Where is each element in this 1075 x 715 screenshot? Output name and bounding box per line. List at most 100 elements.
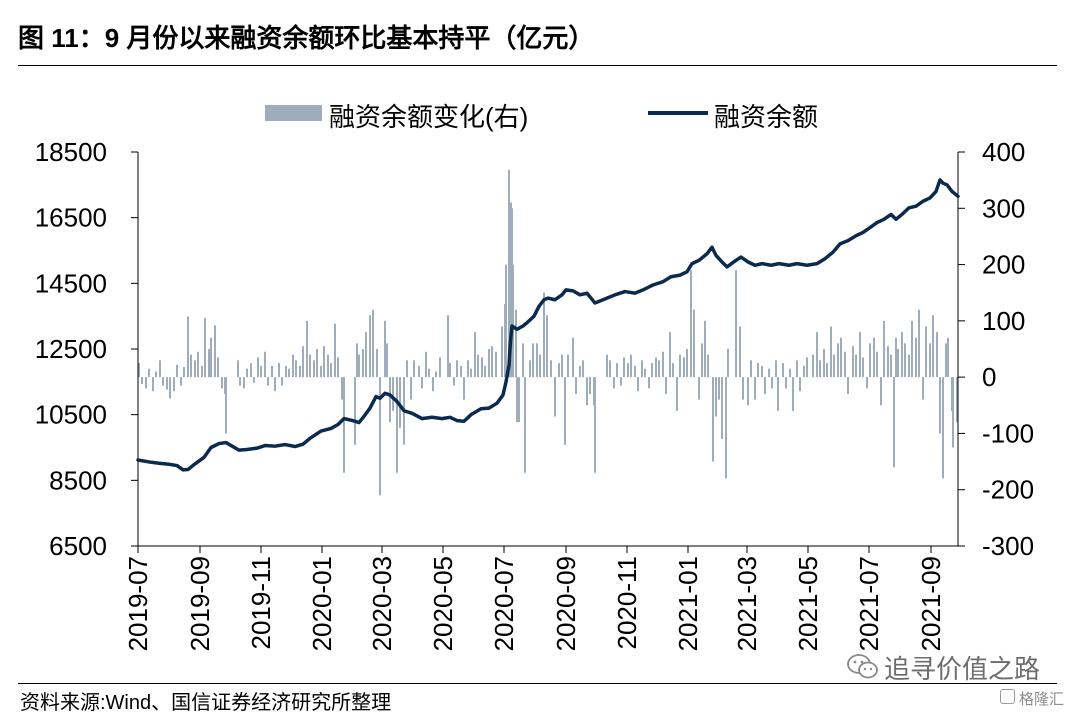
balance-change-bar — [634, 365, 636, 378]
source-note: 资料来源:Wind、国信证券经济研究所整理 — [20, 692, 392, 714]
balance-change-bar — [173, 377, 175, 392]
balance-change-bar — [281, 377, 283, 386]
balance-change-bar — [880, 377, 882, 406]
balance-change-bar — [365, 332, 367, 378]
balance-change-bar — [852, 346, 854, 378]
legend-line-swatch — [648, 111, 708, 115]
balance-change-bar — [522, 343, 524, 378]
balance-change-bar — [239, 377, 241, 386]
balance-change-bar — [481, 357, 483, 378]
balance-change-bar — [739, 326, 741, 378]
balance-change-bar — [524, 377, 526, 473]
balance-change-bar — [676, 377, 678, 411]
balance-change-bar — [421, 377, 423, 389]
balance-change-bar — [757, 363, 759, 378]
balance-change-bar — [392, 377, 394, 411]
balance-change-bar — [669, 332, 671, 378]
balance-change-bar — [956, 377, 958, 423]
title-rule — [18, 65, 1057, 66]
balance-change-bar — [771, 377, 773, 389]
balance-change-bar — [655, 357, 657, 378]
balance-change-bar — [399, 377, 401, 428]
balance-change-bar — [460, 365, 462, 378]
balance-change-bar — [491, 346, 493, 378]
balance-change-bar — [418, 365, 420, 378]
balance-change-bar — [386, 343, 388, 378]
balance-change-bar — [204, 318, 206, 378]
balance-change-bar — [718, 377, 720, 400]
balance-change-bar — [343, 377, 345, 473]
balance-change-bar — [952, 377, 954, 448]
financing-balance-line — [136, 178, 960, 472]
x-axis-tick-label: 2020-03 — [367, 556, 397, 651]
legend-bar-swatch — [265, 105, 322, 121]
balance-change-bar — [413, 360, 415, 378]
balance-change-bar — [194, 360, 196, 378]
legend-label-balance: 融资余额 — [714, 102, 819, 132]
balance-change-bar — [518, 377, 520, 423]
balance-change-bar — [893, 377, 895, 468]
balance-change-bar — [488, 349, 490, 378]
balance-change-bar — [698, 377, 700, 400]
x-axis-tick-label: 2020-11 — [612, 556, 642, 650]
balance-change-bar — [432, 377, 434, 392]
balance-change-bar — [456, 360, 458, 378]
balance-change-bar — [662, 351, 664, 378]
balance-change-bar — [742, 377, 744, 400]
x-axis-tick-label: 2019-09 — [185, 556, 215, 651]
balance-change-bar — [812, 354, 814, 378]
balance-change-bar — [264, 351, 266, 378]
right-axis-tick-label: 300 — [982, 193, 1025, 223]
balance-change-bar — [474, 332, 476, 378]
right-axis-tick-label: -100 — [982, 418, 1034, 448]
balance-change-bar — [435, 371, 437, 378]
balance-change-bar — [176, 364, 178, 378]
balance-change-bar — [428, 368, 430, 378]
balance-change-bar — [932, 315, 934, 378]
balance-change-bar — [210, 337, 212, 378]
balance-change-bar — [823, 349, 825, 378]
balance-change-bar — [712, 377, 714, 462]
balance-change-bar — [501, 326, 503, 378]
x-axis-tick-label: 2021-09 — [916, 556, 946, 651]
balance-change-bar — [217, 357, 219, 378]
left-axis-tick-label: 14500 — [35, 268, 107, 298]
x-axis-tick-label: 2020-01 — [307, 556, 337, 651]
balance-change-bar — [152, 377, 154, 392]
balance-change-bar — [267, 377, 269, 386]
balance-change-bar — [826, 363, 828, 378]
balance-change-bar — [425, 351, 427, 378]
balance-change-bar — [316, 349, 318, 378]
logo-icon — [1000, 689, 1015, 704]
balance-change-bar — [159, 360, 161, 378]
balance-change-bar — [449, 363, 451, 378]
balance-change-bar — [833, 354, 835, 378]
x-axis-tick-label: 2021-03 — [732, 556, 762, 651]
right-axis-tick-label: 100 — [982, 306, 1025, 336]
balance-change-bar — [271, 365, 273, 378]
balance-change-bar — [819, 360, 821, 378]
watermark-text: 追寻价值之路 — [884, 654, 1041, 684]
balance-change-bar — [582, 360, 584, 378]
balance-change-bar — [467, 360, 469, 378]
balance-change-bar — [945, 343, 947, 378]
balance-change-bar — [369, 315, 371, 378]
balance-change-bar — [410, 377, 412, 400]
balance-change-bar — [302, 346, 304, 378]
balance-change-bar — [735, 270, 737, 378]
balance-change-bar — [904, 343, 906, 378]
balance-change-bar — [897, 349, 899, 378]
balance-change-bar — [561, 354, 563, 378]
balance-change-bar — [761, 365, 763, 378]
balance-change-bar — [187, 316, 189, 378]
balance-change-bar — [201, 365, 203, 378]
balance-change-bar — [701, 343, 703, 378]
balance-change-bar — [337, 357, 339, 378]
balance-change-bar — [306, 320, 308, 378]
balance-change-bar — [895, 337, 897, 378]
balance-change-bar — [721, 377, 723, 440]
balance-change-bar — [862, 357, 864, 378]
balance-change-bar — [309, 354, 311, 378]
balance-change-bar — [145, 377, 147, 389]
balance-change-bar — [616, 363, 618, 378]
